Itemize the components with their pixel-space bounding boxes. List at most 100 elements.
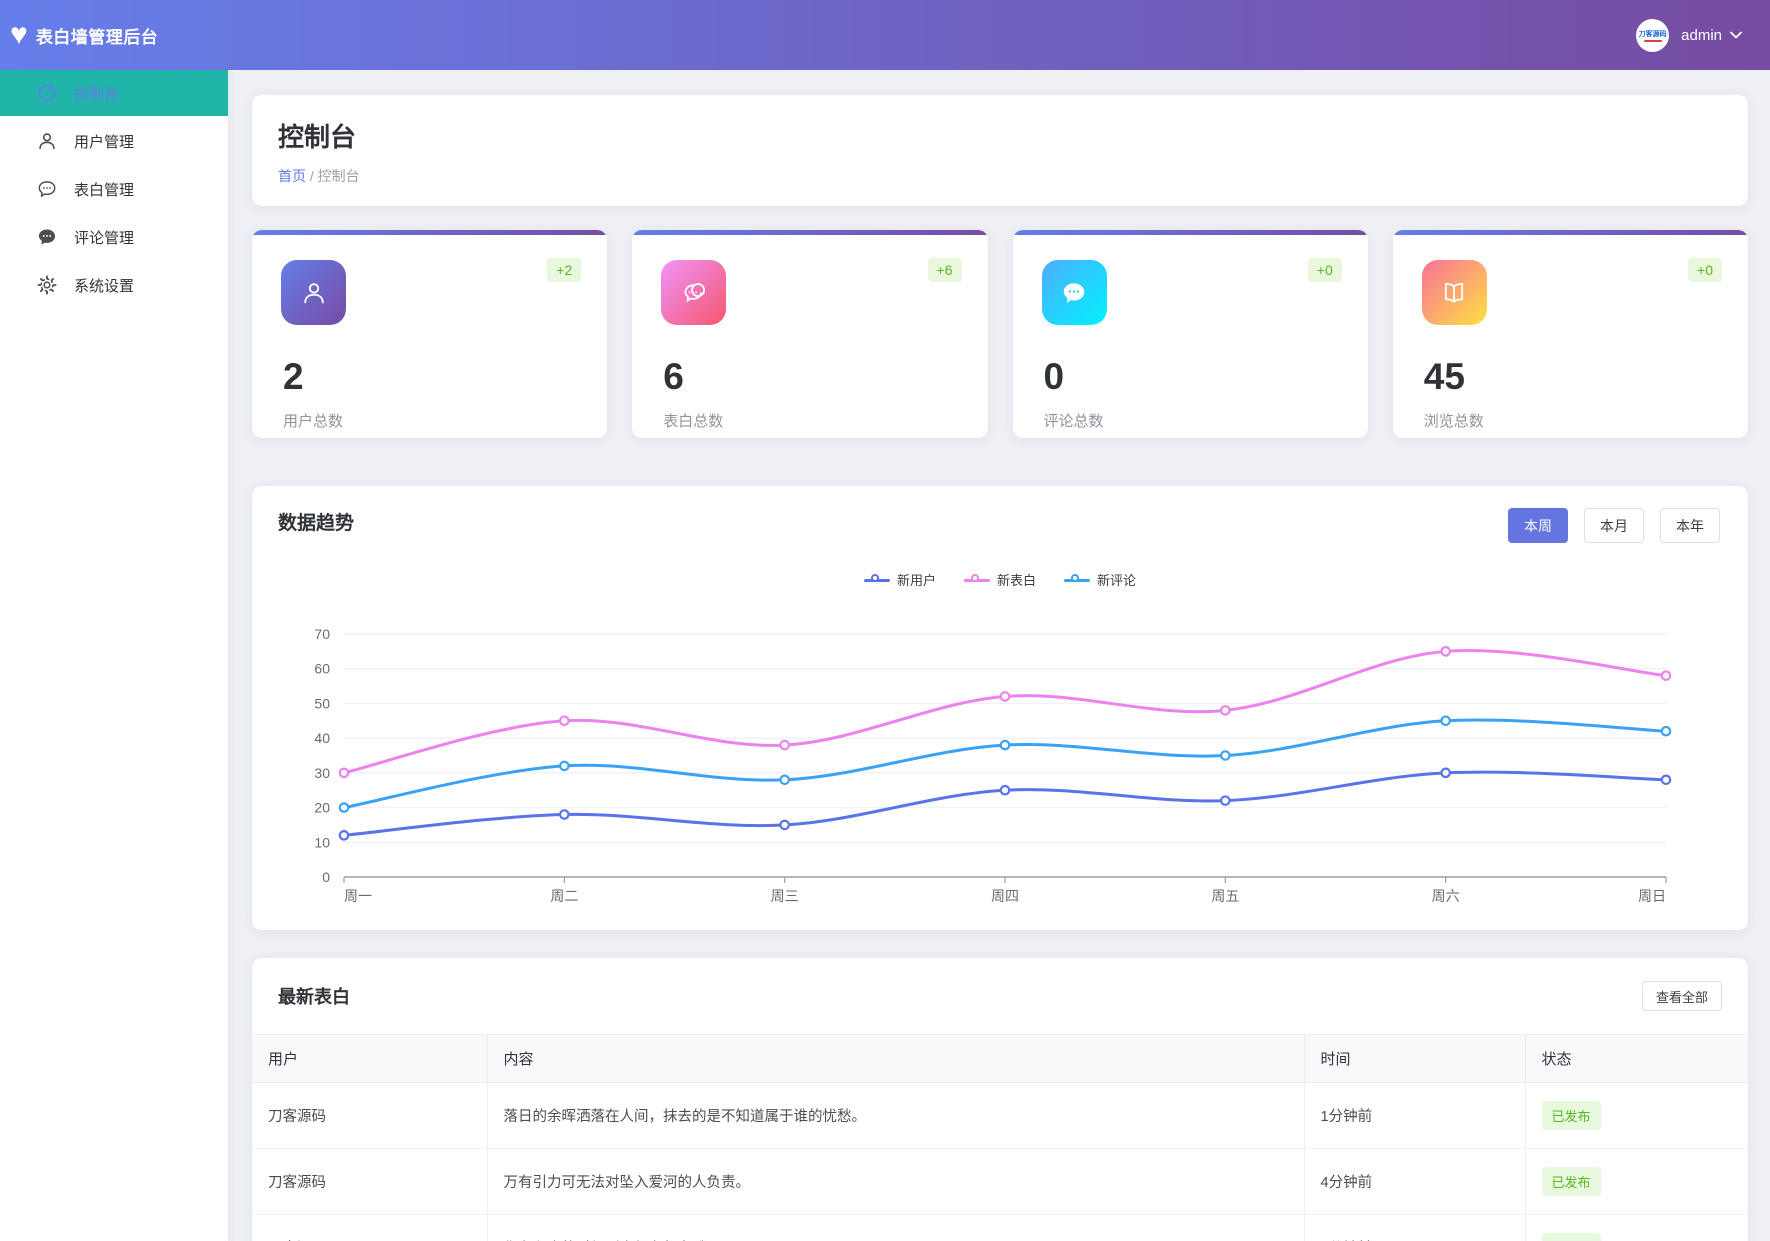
svg-text:周四: 周四 xyxy=(991,888,1019,904)
latest-card: 最新表白 查看全部 用户 内容 时间 状态 刀客源码 落日的余晖洒落在人间，抹去的是不知… xyxy=(252,958,1748,1241)
table-row: 刀客源码 落日的余晖洒落在人间，抹去的是不知道属于谁的忧愁。 1分钟前 已发布 xyxy=(252,1082,1748,1149)
table-header-row: 用户 内容 时间 状态 xyxy=(252,1035,1748,1083)
stat-value: 0 xyxy=(1043,356,1065,397)
column-header-2: 时间 xyxy=(1304,1035,1526,1083)
stat-label: 用户总数 xyxy=(283,413,344,430)
stat-label: 浏览总数 xyxy=(1423,413,1484,430)
cell-user: 刀客源码 xyxy=(252,1214,488,1241)
svg-text:周五: 周五 xyxy=(1211,888,1239,904)
stat-accent-bar xyxy=(1392,230,1748,235)
status-badge: 已发布 xyxy=(1541,1101,1601,1130)
stat-accent-bar xyxy=(632,230,988,235)
column-header-3: 状态 xyxy=(1525,1035,1748,1083)
sidebar-nav: 控制台用户管理表白管理评论管理系统设置 xyxy=(0,70,228,308)
sidebar: 控制台用户管理表白管理评论管理系统设置 xyxy=(0,70,228,1241)
confession-stat-icon xyxy=(661,260,727,325)
sidebar-item-label: 评论管理 xyxy=(74,229,135,247)
table-row: 刀客源码 万有引力可无法对坠入爱河的人负责。 4分钟前 已发布 xyxy=(252,1148,1748,1215)
main-content: 控制台 首页 / 控制台 +2 2 用户总数 +6 6 表白总数 +0 0 评论总数 +0 45 浏览… xyxy=(228,70,1770,1241)
app-title: 表白墙管理后台 xyxy=(35,27,159,47)
stat-delta-badge: +6 xyxy=(927,258,962,282)
stat-label: 评论总数 xyxy=(1043,413,1104,430)
svg-text:周日: 周日 xyxy=(1638,888,1666,904)
trend-title: 数据趋势 xyxy=(278,513,355,534)
svg-text:20: 20 xyxy=(314,800,330,816)
cell-status: 已发布 xyxy=(1525,1148,1748,1215)
legend-marker-icon xyxy=(963,573,990,585)
range-button-1[interactable]: 本月 xyxy=(1584,508,1644,543)
sidebar-item-label: 系统设置 xyxy=(74,277,135,295)
legend-marker-icon xyxy=(863,573,890,585)
svg-text:50: 50 xyxy=(314,695,330,711)
column-header-0: 用户 xyxy=(252,1035,488,1083)
cell-time: 1分钟前 xyxy=(1304,1082,1526,1149)
svg-text:30: 30 xyxy=(314,765,330,781)
sidebar-item-2[interactable]: 表白管理 xyxy=(0,166,228,212)
legend-item-1[interactable]: 新表白 xyxy=(963,570,1036,589)
comment-bubble-icon xyxy=(36,226,58,248)
sidebar-item-4[interactable]: 系统设置 xyxy=(0,262,228,308)
cell-time: 4分钟前 xyxy=(1304,1214,1526,1241)
cell-time: 4分钟前 xyxy=(1304,1148,1526,1215)
legend-item-0[interactable]: 新用户 xyxy=(863,570,936,589)
user-menu[interactable]: 刀客源码 admin xyxy=(1636,18,1742,52)
cell-content: 你在颓废的时候别人都在努力哦~? xyxy=(487,1214,1305,1241)
svg-text:10: 10 xyxy=(314,834,330,850)
views-stat-icon xyxy=(1421,260,1487,325)
view-all-button[interactable]: 查看全部 xyxy=(1641,981,1722,1011)
avatar-text: 刀客源码 xyxy=(1638,30,1667,38)
page-header-card: 控制台 首页 / 控制台 xyxy=(252,95,1748,206)
svg-text:0: 0 xyxy=(322,869,330,885)
breadcrumb-home-link[interactable]: 首页 xyxy=(278,168,306,184)
range-button-group: 本周 本月 本年 xyxy=(1508,508,1720,543)
range-button-2[interactable]: 本年 xyxy=(1660,508,1720,543)
latest-card-header: 最新表白 查看全部 xyxy=(252,958,1748,1035)
sidebar-item-3[interactable]: 评论管理 xyxy=(0,214,228,260)
gear-icon xyxy=(36,274,58,296)
cell-content: 万有引力可无法对坠入爱河的人负责。 xyxy=(487,1148,1305,1215)
stat-delta-badge: +0 xyxy=(1307,258,1342,282)
stat-card-0: +2 2 用户总数 xyxy=(252,230,608,438)
dashboard-icon xyxy=(36,82,58,104)
users-stat-icon xyxy=(281,260,346,325)
cell-content: 落日的余晖洒落在人间，抹去的是不知道属于谁的忧愁。 xyxy=(487,1082,1305,1149)
breadcrumb: 首页 / 控制台 xyxy=(278,166,1722,186)
sidebar-item-0[interactable]: 控制台 xyxy=(0,70,228,116)
sidebar-item-1[interactable]: 用户管理 xyxy=(0,118,228,164)
heart-icon: ♥ xyxy=(10,18,28,51)
chevron-down-icon xyxy=(1730,31,1742,39)
page-title: 控制台 xyxy=(278,122,357,152)
stat-value: 2 xyxy=(283,356,304,397)
trend-card: 数据趋势 本周 本月 本年 新用户 新表白 新评论 0 10 20 30 40 50 60 70 周一 周… xyxy=(252,486,1748,930)
legend-item-2[interactable]: 新评论 xyxy=(1064,570,1136,589)
table-body: 刀客源码 落日的余晖洒落在人间，抹去的是不知道属于谁的忧愁。 1分钟前 已发布 刀客源码… xyxy=(252,1082,1748,1241)
avatar[interactable]: 刀客源码 xyxy=(1636,18,1670,52)
latest-table: 用户 内容 时间 状态 刀客源码 落日的余晖洒落在人间，抹去的是不知道属于谁的忧愁。 1分… xyxy=(252,1035,1748,1241)
stat-card-3: +0 45 浏览总数 xyxy=(1392,230,1748,438)
svg-text:70: 70 xyxy=(314,626,330,642)
sidebar-item-label: 用户管理 xyxy=(74,133,135,151)
user-icon xyxy=(36,130,58,152)
sidebar-item-label: 控制台 xyxy=(74,85,120,103)
svg-text:周六: 周六 xyxy=(1432,888,1460,904)
cell-status: 已发布 xyxy=(1525,1082,1748,1149)
confession-bubble-icon xyxy=(36,178,58,200)
stat-accent-bar xyxy=(1012,230,1368,235)
stat-delta-badge: +2 xyxy=(547,258,582,282)
stat-card-2: +0 0 评论总数 xyxy=(1012,230,1368,438)
breadcrumb-current: 控制台 xyxy=(317,168,360,184)
status-badge: 已发布 xyxy=(1541,1167,1601,1196)
legend-label: 新用户 xyxy=(896,573,936,588)
range-button-0[interactable]: 本周 xyxy=(1508,508,1568,543)
comments-stat-icon xyxy=(1041,260,1107,325)
stat-value: 45 xyxy=(1423,356,1465,397)
top-bar: ♥ 表白墙管理后台 刀客源码 admin xyxy=(0,0,1770,70)
chart-legend: 新用户 新表白 新评论 xyxy=(252,570,1748,589)
stats-row: +2 2 用户总数 +6 6 表白总数 +0 0 评论总数 +0 45 浏览总数 xyxy=(252,230,1748,438)
sidebar-item-label: 表白管理 xyxy=(74,181,135,199)
legend-marker-icon xyxy=(1064,573,1090,585)
svg-text:40: 40 xyxy=(314,730,330,746)
trend-chart: 0 10 20 30 40 50 60 70 周一 周二 周三 周四 周五 周六 周日 xyxy=(314,626,1672,904)
stat-label: 表白总数 xyxy=(663,413,724,430)
